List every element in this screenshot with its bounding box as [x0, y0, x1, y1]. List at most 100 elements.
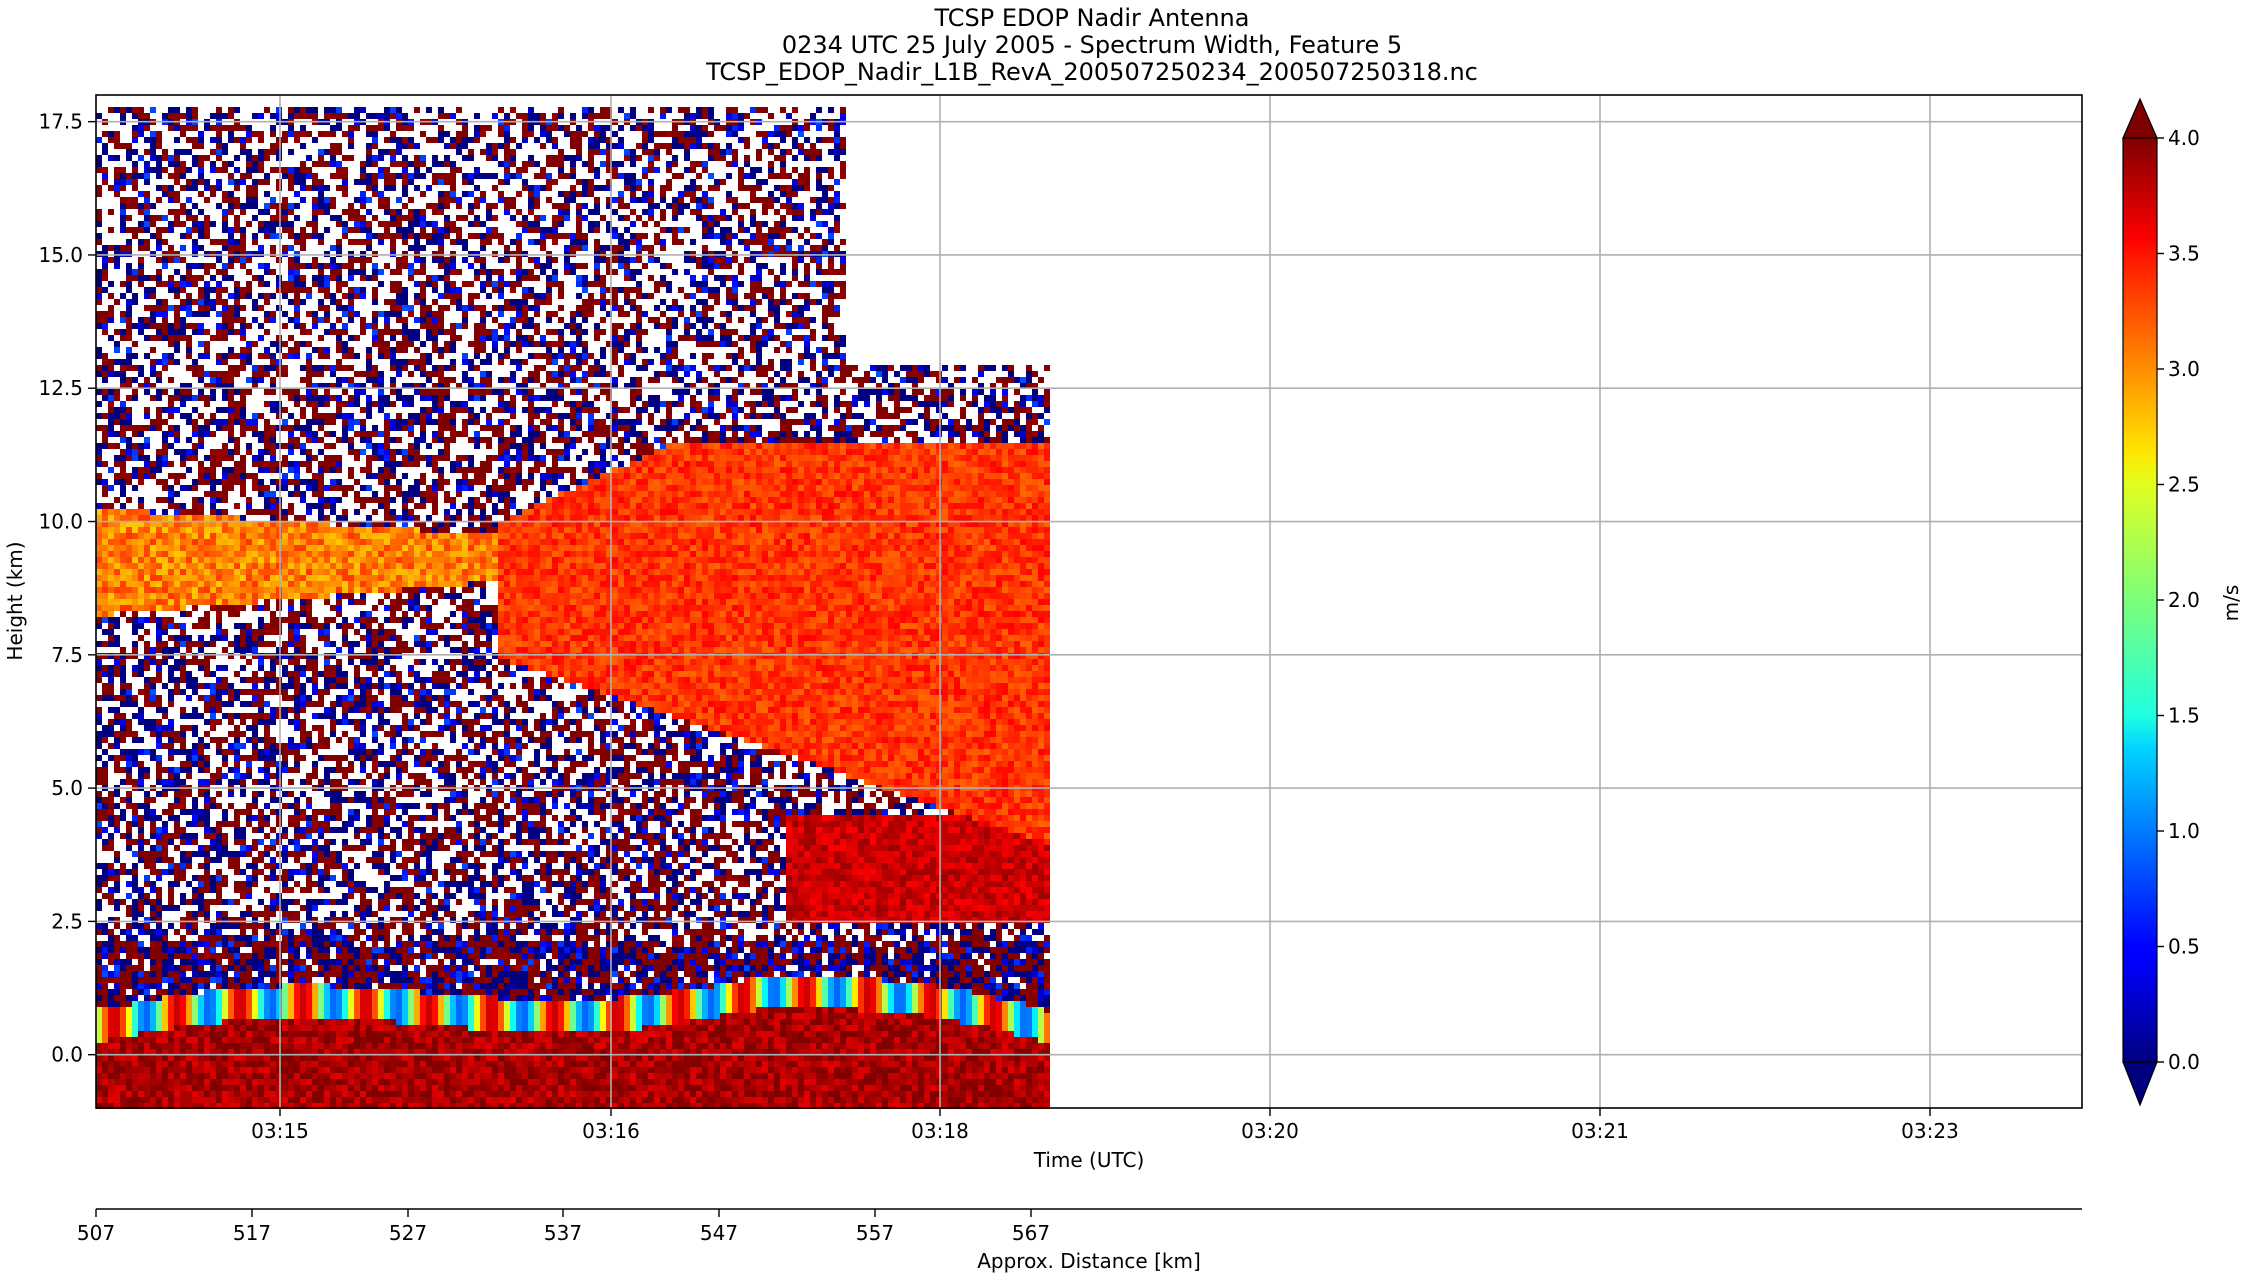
heatmap-cell	[324, 857, 330, 863]
heatmap-cell	[108, 587, 114, 593]
heatmap-cell	[168, 689, 174, 695]
heatmap-cell	[294, 581, 300, 587]
heatmap-cell	[252, 803, 258, 809]
heatmap-cell	[138, 527, 144, 533]
heatmap-cell	[330, 443, 336, 449]
heatmap-cell	[132, 227, 138, 233]
heatmap-cell	[144, 125, 150, 131]
heatmap-cell	[96, 827, 102, 833]
heatmap-cell	[270, 449, 276, 455]
heatmap-cell	[168, 515, 174, 521]
heatmap-cell	[132, 431, 138, 437]
heatmap-cell	[324, 635, 330, 641]
heatmap-cell	[144, 815, 150, 821]
heatmap-cell	[132, 233, 138, 239]
heatmap-cell	[138, 173, 144, 179]
heatmap-cell	[336, 275, 342, 281]
heatmap-cell	[348, 299, 354, 305]
heatmap-cell	[336, 755, 342, 761]
heatmap-cell	[216, 689, 222, 695]
heatmap-cell	[282, 683, 288, 689]
heatmap-cell	[312, 1013, 318, 1019]
heatmap-cell	[294, 647, 300, 653]
heatmap-cell	[294, 515, 300, 521]
heatmap-cell	[144, 617, 150, 623]
heatmap-cell	[240, 1001, 246, 1007]
heatmap-cell	[150, 845, 156, 851]
heatmap-cell	[156, 335, 162, 341]
heatmap-cell	[300, 959, 306, 965]
heatmap-cell	[138, 827, 144, 833]
heatmap-cell	[180, 875, 186, 881]
heatmap-cell	[180, 731, 186, 737]
heatmap-cell	[228, 485, 234, 491]
heatmap-cell	[348, 719, 354, 725]
heatmap-cell	[240, 719, 246, 725]
heatmap-cell	[282, 281, 288, 287]
heatmap-cell	[234, 941, 240, 947]
heatmap-cell	[162, 407, 168, 413]
heatmap-cell	[210, 185, 216, 191]
heatmap-cell	[174, 269, 180, 275]
heatmap-cell	[180, 761, 186, 767]
heatmap-cell	[210, 773, 216, 779]
heatmap-cell	[204, 911, 210, 917]
heatmap-cell	[348, 623, 354, 629]
heatmap-cell	[348, 815, 354, 821]
heatmap-cell	[270, 995, 276, 1001]
heatmap-cell	[144, 167, 150, 173]
heatmap-cell	[162, 827, 168, 833]
heatmap-cell	[318, 365, 324, 371]
heatmap-cell	[120, 539, 126, 545]
heatmap-cell	[282, 173, 288, 179]
heatmap-cell	[330, 923, 336, 929]
heatmap-cell	[144, 509, 150, 515]
heatmap-cell	[354, 125, 360, 131]
heatmap-cell	[138, 1067, 144, 1073]
heatmap-cell	[354, 545, 360, 551]
heatmap-cell	[258, 677, 264, 683]
heatmap-cell	[300, 707, 306, 713]
heatmap-cell	[228, 317, 234, 323]
heatmap-cell	[108, 425, 114, 431]
heatmap-cell	[246, 629, 252, 635]
heatmap-cell	[192, 875, 198, 881]
heatmap-cell	[342, 1061, 348, 1067]
heatmap-cell	[108, 389, 114, 395]
heatmap-cell	[168, 881, 174, 887]
heatmap-cell	[324, 851, 330, 857]
heatmap-cell	[252, 485, 258, 491]
heatmap-cell	[114, 827, 120, 833]
heatmap-cell	[174, 737, 180, 743]
heatmap-cell	[126, 365, 132, 371]
heatmap-cell	[144, 1019, 150, 1025]
heatmap-cell	[132, 851, 138, 857]
heatmap-cell	[264, 497, 270, 503]
heatmap-cell	[156, 569, 162, 575]
heatmap-cell	[126, 299, 132, 305]
heatmap-cell	[246, 359, 252, 365]
heatmap-cell	[120, 143, 126, 149]
heatmap-cell	[102, 1073, 108, 1079]
heatmap-cell	[222, 143, 228, 149]
heatmap-cell	[162, 437, 168, 443]
heatmap-cell	[276, 515, 282, 521]
heatmap-cell	[120, 407, 126, 413]
heatmap-cell	[288, 167, 294, 173]
heatmap-cell	[216, 941, 222, 947]
heatmap-cell	[216, 605, 222, 611]
heatmap-cell	[174, 359, 180, 365]
heatmap-cell	[282, 443, 288, 449]
heatmap-cell	[306, 587, 312, 593]
heatmap-cell	[312, 689, 318, 695]
heatmap-cell	[336, 413, 342, 419]
heatmap-cell	[180, 515, 186, 521]
heatmap-cell	[186, 563, 192, 569]
heatmap-cell	[270, 689, 276, 695]
heatmap-cell	[312, 923, 318, 929]
heatmap-cell	[168, 353, 174, 359]
heatmap-cell	[270, 203, 276, 209]
heatmap-cell	[336, 377, 342, 383]
heatmap-cell	[252, 413, 258, 419]
heatmap-cell	[120, 959, 126, 965]
